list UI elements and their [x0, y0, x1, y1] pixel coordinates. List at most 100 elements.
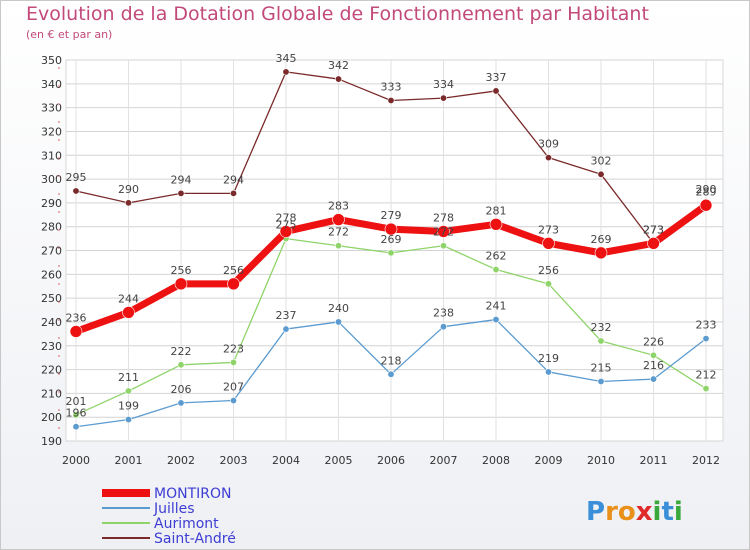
x-tick-label: 2002 — [167, 454, 195, 467]
data-point — [544, 280, 552, 288]
data-point — [702, 385, 710, 393]
x-tick-label: 2003 — [220, 454, 248, 467]
data-point — [227, 277, 240, 291]
data-point — [125, 416, 133, 424]
data-label: 333 — [381, 80, 402, 93]
data-label: 240 — [328, 302, 349, 315]
data-point — [282, 68, 290, 76]
data-point — [230, 358, 238, 366]
y-tick-label: 250 — [41, 292, 62, 305]
y-tick-label: 200 — [41, 411, 62, 424]
y-tick-label: 340 — [41, 78, 62, 91]
y-tick-label: 220 — [41, 364, 62, 377]
data-label: 272 — [328, 226, 349, 239]
data-point — [492, 87, 500, 95]
data-point — [125, 387, 133, 395]
series — [69, 68, 713, 431]
data-label: 290 — [118, 183, 139, 196]
data-point — [334, 242, 342, 250]
data-label: 295 — [66, 171, 87, 184]
data-point — [702, 335, 710, 343]
data-point — [387, 370, 395, 378]
data-point — [439, 242, 447, 250]
data-label: 283 — [328, 200, 349, 213]
data-label: 211 — [118, 371, 139, 384]
data-point — [69, 325, 83, 338]
y-tick-label: 230 — [41, 340, 62, 353]
y-tick-label: 260 — [41, 268, 62, 281]
data-label: 256 — [171, 264, 192, 277]
data-label: 302 — [591, 154, 612, 167]
y-tick-label: 270 — [41, 245, 62, 258]
chart-title: Evolution de la Dotation Globale de Fonc… — [26, 3, 649, 25]
data-label: 294 — [223, 173, 244, 186]
logo-letter: i — [674, 497, 683, 527]
data-point — [177, 399, 185, 407]
x-tick-label: 2010 — [587, 454, 615, 467]
data-label: 279 — [381, 209, 402, 222]
logo-letter: o — [618, 497, 636, 527]
data-point — [437, 225, 450, 238]
data-label: 238 — [433, 307, 454, 320]
data-label: 281 — [486, 204, 507, 217]
data-label: 232 — [591, 321, 612, 334]
data-point — [699, 198, 713, 212]
data-point — [72, 411, 80, 419]
y-tick-label: 240 — [41, 316, 62, 329]
data-point — [282, 325, 290, 333]
legend-label: Juilles — [153, 501, 195, 517]
data-point — [544, 368, 552, 376]
data-label: 241 — [486, 300, 507, 313]
data-label: 216 — [643, 359, 664, 372]
logo-graphic: Proxiti — [586, 497, 683, 527]
data-label: 206 — [171, 383, 192, 396]
data-label: 334 — [433, 78, 454, 91]
data-point — [332, 213, 345, 226]
data-point — [384, 222, 398, 236]
data-point — [72, 187, 80, 195]
data-point — [387, 96, 395, 104]
y-tick-label: 190 — [41, 435, 62, 448]
data-point — [122, 306, 135, 319]
data-label: 269 — [591, 233, 612, 246]
data-label: 218 — [381, 354, 402, 367]
data-point — [230, 397, 238, 405]
data-point — [230, 189, 238, 197]
logo-text: Proxiti — [586, 497, 683, 527]
data-label: 262 — [486, 250, 507, 263]
data-label: 273 — [538, 223, 559, 236]
data-label: 201 — [66, 395, 87, 408]
data-label: 345 — [276, 52, 297, 65]
x-tick-label: 2005 — [325, 454, 353, 467]
data-label: 269 — [381, 233, 402, 246]
y-tick-label: 330 — [41, 102, 62, 115]
y-tick-label: 290 — [41, 197, 62, 210]
data-label: 215 — [591, 361, 612, 374]
grid — [66, 59, 723, 442]
x-tick-label: 2011 — [640, 454, 668, 467]
data-point — [174, 277, 188, 291]
data-label: 272 — [433, 226, 454, 239]
data-point — [647, 237, 660, 250]
data-point — [649, 375, 657, 383]
x-tick-label: 2007 — [430, 454, 458, 467]
data-point — [177, 361, 185, 369]
data-label: 278 — [276, 211, 297, 224]
y-tick-label: 300 — [41, 173, 62, 186]
data-point — [387, 249, 395, 257]
x-tick-label: 2001 — [115, 454, 143, 467]
data-point — [597, 337, 605, 345]
x-tick-label: 2009 — [535, 454, 563, 467]
data-label: 223 — [223, 342, 244, 355]
logo-letter: i — [653, 497, 662, 527]
data-label: 273 — [643, 223, 664, 236]
x-tick-label: 2006 — [377, 454, 405, 467]
y-tick-label: 210 — [41, 387, 62, 400]
legend-label: MONTIRON — [154, 486, 231, 502]
data-label: 222 — [171, 345, 192, 358]
logo-letter: P — [586, 497, 605, 527]
logo-letter: t — [661, 497, 673, 527]
data-point — [72, 423, 80, 431]
